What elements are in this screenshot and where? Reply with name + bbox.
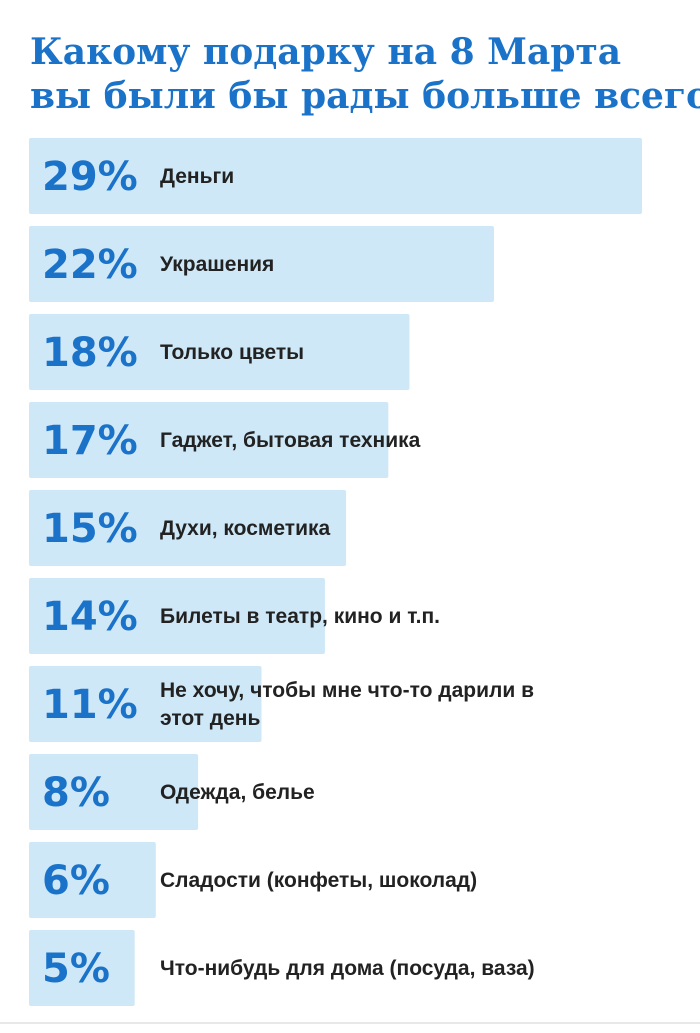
bar (29, 754, 199, 830)
bar-row: 29% Деньги (29, 138, 642, 214)
bottom-divider (0, 1022, 700, 1024)
category-label: Деньги (160, 165, 234, 188)
bar-value-label: 22% (42, 242, 138, 288)
category-label: Не хочу, чтобы мне что-то дарили в этот д… (160, 679, 534, 730)
chart-title: Какому подарку на 8 Марта вы были бы рад… (30, 30, 700, 118)
bar-row: 18% Только цветы (29, 314, 410, 390)
bar-value-label: 29% (42, 154, 138, 200)
chart-title-line-2: вы были бы рады больше всего? (30, 75, 700, 117)
bar-row: 17% Гаджет, бытовая техника (29, 402, 421, 478)
category-label: Духи, косметика (160, 517, 331, 540)
bar (29, 490, 347, 566)
category-label: Гаджет, бытовая техника (160, 429, 421, 452)
chart-title-line-1: Какому подарку на 8 Марта (30, 31, 622, 73)
bar-row: 22% Украшения (29, 226, 495, 302)
bar-row: 6% Сладости (конфеты, шоколад) (29, 842, 477, 918)
bar-row: 11% Не хочу, чтобы мне что-то дарили в это… (29, 666, 534, 742)
bar-value-label: 11% (42, 682, 138, 728)
category-label: Что-нибудь для дома (посуда, ваза) (160, 957, 535, 980)
category-label: Сладости (конфеты, шоколад) (160, 869, 477, 892)
category-label: Одежда, белье (160, 781, 315, 804)
bar (29, 842, 156, 918)
bar-value-label: 17% (42, 418, 138, 464)
bar (29, 138, 642, 214)
bar (29, 226, 495, 302)
category-label: Украшения (160, 253, 274, 276)
bar-value-label: 5% (42, 946, 110, 992)
category-label: Билеты в театр, кино и т.п. (160, 605, 440, 628)
bar-row: 15% Духи, косметика (29, 490, 347, 566)
bar (29, 930, 135, 1006)
bar-value-label: 14% (42, 594, 138, 640)
bar-row: 14% Билеты в театр, кино и т.п. (29, 578, 440, 654)
bar (29, 314, 410, 390)
bar (29, 666, 262, 742)
bar-value-label: 15% (42, 506, 138, 552)
bar-value-label: 18% (42, 330, 138, 376)
bar-value-label: 6% (42, 858, 110, 904)
bar (29, 402, 389, 478)
bar-value-label: 8% (42, 770, 110, 816)
bar-row: 5% Что-нибудь для дома (посуда, ваза) (29, 930, 535, 1006)
bar (29, 578, 325, 654)
bar-row: 8% Одежда, белье (29, 754, 315, 830)
category-label: Только цветы (160, 341, 304, 364)
